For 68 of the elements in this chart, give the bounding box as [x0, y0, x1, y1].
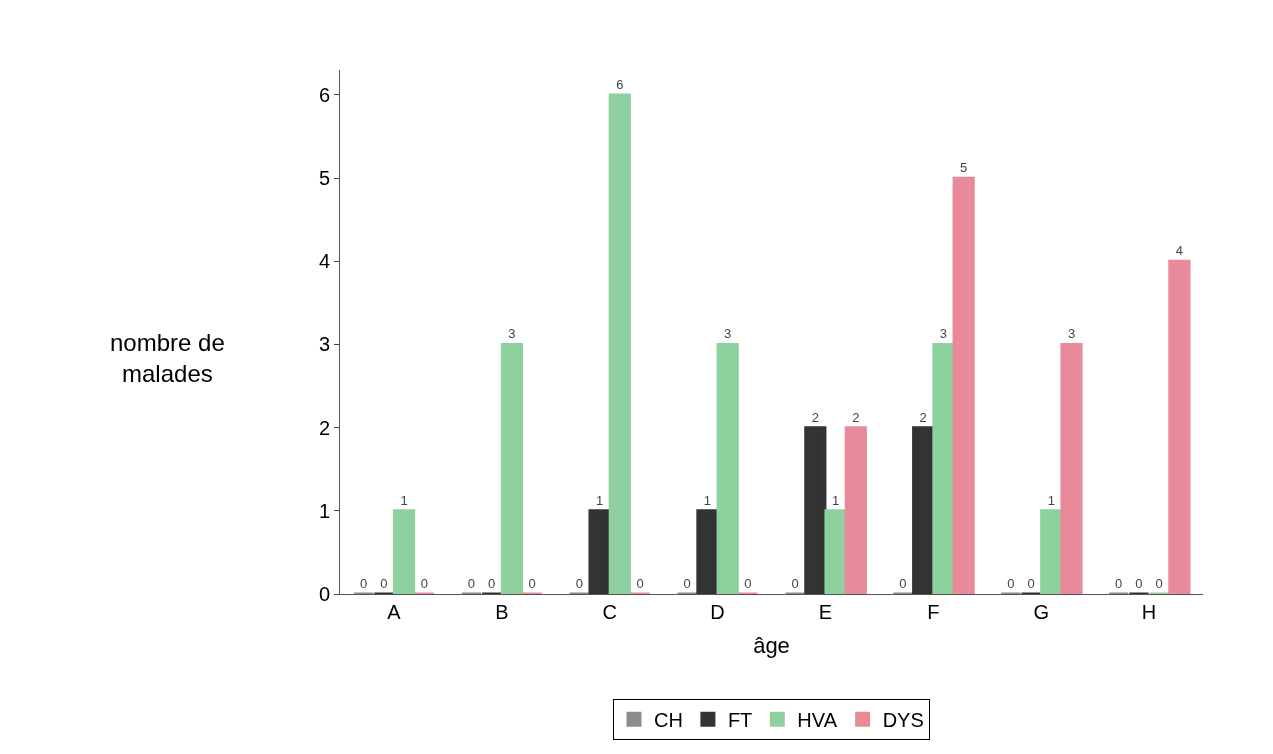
legend-label: DYS [882, 709, 924, 732]
data-label: 1 [595, 492, 604, 508]
y-tick-label: 5 [318, 167, 330, 190]
data-label: 1 [703, 492, 712, 508]
x-tick-label: A [387, 601, 402, 623]
data-label: 0 [1007, 576, 1015, 591]
data-label: 0 [420, 576, 428, 591]
x-axis-title: âge [753, 632, 790, 658]
y-tick-label: 1 [318, 499, 330, 522]
data-label: 0 [791, 576, 799, 591]
data-label: 2 [852, 409, 860, 425]
data-label: 0 [467, 576, 476, 591]
bar [392, 509, 416, 594]
bar [716, 342, 739, 594]
bar [1040, 509, 1063, 594]
legend-label: FT [727, 709, 753, 732]
y-tick-label: 2 [318, 416, 330, 439]
x-tick-label: C [602, 601, 617, 623]
data-label: 4 [1175, 243, 1184, 259]
data-label: 0 [899, 576, 907, 591]
data-label: 0 [575, 576, 583, 591]
x-tick-label: D [710, 601, 725, 623]
x-tick-label: E [818, 601, 833, 623]
data-label: 2 [811, 409, 819, 425]
x-tick-label: F [927, 601, 940, 623]
data-label: 3 [508, 326, 516, 342]
data-label: 1 [1047, 492, 1055, 508]
bar [952, 176, 975, 594]
y-tick-label: 3 [318, 333, 330, 356]
bar [932, 342, 955, 594]
y-tick-label: 6 [318, 83, 330, 106]
x-tick-label: G [1033, 601, 1049, 623]
data-label: 0 [1027, 576, 1035, 591]
data-label: 0 [683, 576, 691, 591]
data-label: 0 [380, 576, 388, 591]
data-label: 1 [831, 492, 840, 508]
data-label: 0 [1155, 576, 1163, 591]
bar [844, 426, 867, 594]
bar [500, 342, 524, 594]
legend-label: HVA [797, 709, 838, 732]
bar [1168, 259, 1191, 594]
data-label: 3 [939, 326, 948, 342]
data-label: 0 [1115, 576, 1123, 591]
bar [804, 426, 827, 594]
data-label: 0 [359, 576, 368, 591]
data-label: 3 [1067, 326, 1076, 342]
bar [1060, 342, 1083, 594]
data-label: 5 [960, 160, 968, 176]
y-axis-title: nombre de malades [110, 329, 225, 388]
data-label: 2 [919, 409, 927, 425]
data-label: 0 [528, 576, 536, 591]
bar [912, 426, 935, 594]
x-tick-label: B [495, 601, 509, 623]
legend-label: CH [654, 709, 683, 732]
bar [824, 509, 847, 594]
data-label: 0 [1135, 576, 1143, 591]
y-tick-label: 4 [318, 250, 330, 273]
data-label: 0 [744, 576, 752, 591]
x-tick-label: H [1141, 601, 1157, 623]
bar [696, 509, 719, 594]
data-label: 0 [636, 576, 644, 591]
y-tick-label: 0 [318, 583, 330, 605]
bar [608, 93, 631, 594]
bar [588, 509, 611, 594]
data-label: 0 [488, 576, 496, 591]
data-label: 3 [724, 326, 732, 342]
data-label: 1 [400, 492, 408, 508]
data-label: 6 [616, 76, 624, 92]
